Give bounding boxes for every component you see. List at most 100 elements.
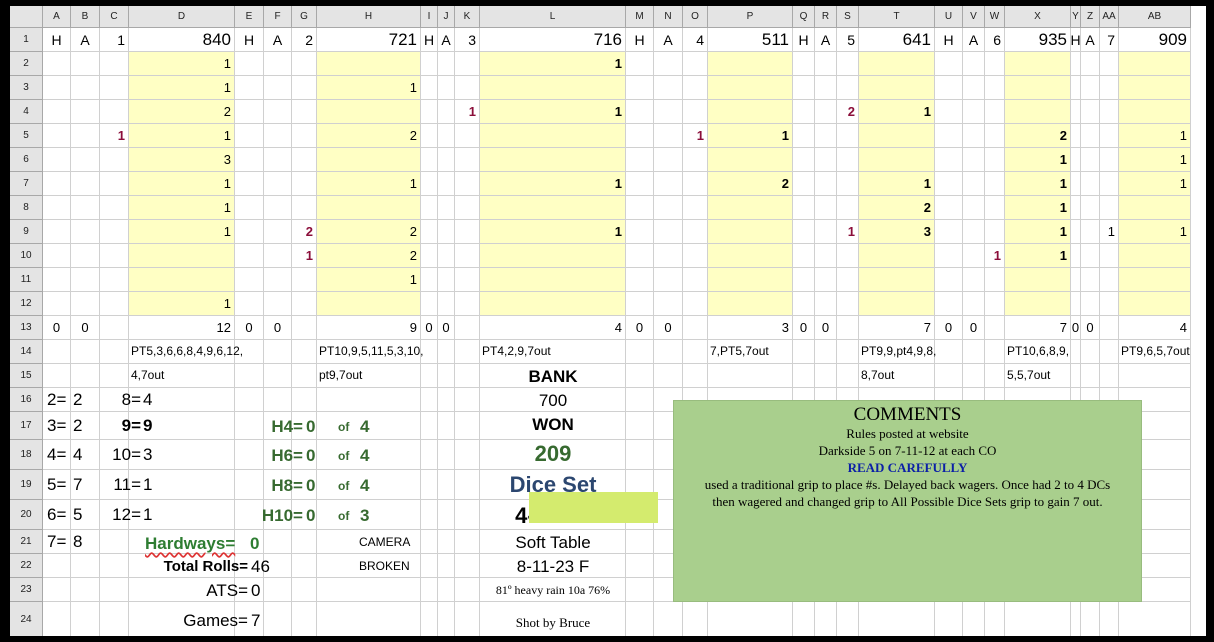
row-header[interactable]: 24 [10, 602, 43, 636]
row-header[interactable]: 16 [10, 388, 43, 412]
cell[interactable]: 1 [317, 172, 421, 196]
cell[interactable] [438, 148, 455, 172]
cell[interactable] [1119, 76, 1191, 100]
cell[interactable] [455, 364, 480, 388]
cell[interactable] [264, 124, 292, 148]
cell[interactable] [1119, 388, 1191, 412]
cell[interactable] [71, 470, 100, 500]
cell[interactable] [654, 244, 683, 268]
column-header[interactable]: A [43, 6, 71, 28]
cell[interactable] [1119, 470, 1191, 500]
cell[interactable]: 1 [1119, 148, 1191, 172]
cell[interactable] [235, 530, 264, 554]
cell[interactable] [129, 340, 235, 364]
cell[interactable] [985, 76, 1005, 100]
cell[interactable] [100, 100, 129, 124]
cell[interactable] [837, 364, 859, 388]
cell[interactable] [1119, 244, 1191, 268]
cell[interactable] [438, 172, 455, 196]
cell[interactable] [317, 554, 421, 578]
cell[interactable] [815, 364, 837, 388]
cell[interactable] [235, 172, 264, 196]
cell[interactable] [235, 554, 264, 578]
cell[interactable] [129, 440, 235, 470]
cell[interactable] [100, 364, 129, 388]
cell[interactable] [859, 76, 935, 100]
cell[interactable] [455, 440, 480, 470]
cell[interactable] [480, 244, 626, 268]
cell[interactable] [793, 100, 815, 124]
cell[interactable] [654, 292, 683, 316]
cell[interactable] [935, 76, 963, 100]
cell[interactable] [708, 268, 793, 292]
cell[interactable] [1100, 244, 1119, 268]
column-header[interactable]: O [683, 6, 708, 28]
cell[interactable] [235, 124, 264, 148]
cell[interactable] [985, 172, 1005, 196]
cell[interactable]: 1 [859, 100, 935, 124]
cell[interactable]: 1 [1005, 196, 1071, 220]
cell[interactable] [421, 76, 438, 100]
cell[interactable] [985, 220, 1005, 244]
cell[interactable]: 1 [129, 292, 235, 316]
cell[interactable] [129, 578, 235, 602]
cell[interactable] [1100, 100, 1119, 124]
cell[interactable] [100, 470, 129, 500]
cell[interactable] [935, 292, 963, 316]
cell[interactable] [421, 440, 438, 470]
cell[interactable] [264, 52, 292, 76]
cell[interactable] [626, 412, 654, 440]
cell[interactable]: 1 [480, 52, 626, 76]
cell[interactable] [129, 530, 235, 554]
cell[interactable] [100, 172, 129, 196]
cell[interactable] [1119, 602, 1191, 636]
cell[interactable] [264, 364, 292, 388]
cell[interactable] [683, 602, 708, 636]
cell[interactable] [480, 578, 626, 602]
cell[interactable] [71, 364, 100, 388]
cell[interactable] [264, 292, 292, 316]
column-header[interactable]: Q [793, 6, 815, 28]
cell[interactable] [421, 578, 438, 602]
cell[interactable]: 0 [963, 316, 985, 340]
cell[interactable] [43, 76, 71, 100]
cell[interactable] [626, 100, 654, 124]
column-header[interactable]: E [235, 6, 264, 28]
cell[interactable] [1081, 100, 1100, 124]
cell[interactable] [421, 148, 438, 172]
cell[interactable]: 5 [837, 28, 859, 52]
cell[interactable]: 909 [1119, 28, 1191, 52]
cell[interactable] [129, 500, 235, 530]
cell[interactable] [455, 292, 480, 316]
cell[interactable] [963, 244, 985, 268]
cell[interactable] [438, 500, 455, 530]
cell[interactable] [1119, 292, 1191, 316]
cell[interactable] [235, 52, 264, 76]
cell[interactable] [683, 52, 708, 76]
cell[interactable] [1119, 100, 1191, 124]
cell[interactable]: H [421, 28, 438, 52]
cell[interactable] [71, 500, 100, 530]
cell[interactable] [264, 412, 292, 440]
column-header[interactable]: S [837, 6, 859, 28]
cell[interactable] [859, 148, 935, 172]
cell[interactable] [455, 340, 480, 364]
cell[interactable] [438, 292, 455, 316]
cell[interactable] [708, 602, 793, 636]
column-header[interactable]: J [438, 6, 455, 28]
cell[interactable]: 2 [292, 28, 317, 52]
cell[interactable] [1100, 172, 1119, 196]
cell[interactable] [100, 340, 129, 364]
cell[interactable] [438, 470, 455, 500]
cell[interactable]: A [438, 28, 455, 52]
cell[interactable] [1119, 500, 1191, 530]
cell[interactable] [985, 196, 1005, 220]
cell[interactable] [292, 316, 317, 340]
cell[interactable] [793, 244, 815, 268]
cell[interactable] [859, 340, 935, 364]
cell[interactable] [1081, 292, 1100, 316]
cell[interactable] [292, 412, 317, 440]
cell[interactable] [455, 470, 480, 500]
cell[interactable] [654, 52, 683, 76]
cell[interactable]: H [626, 28, 654, 52]
